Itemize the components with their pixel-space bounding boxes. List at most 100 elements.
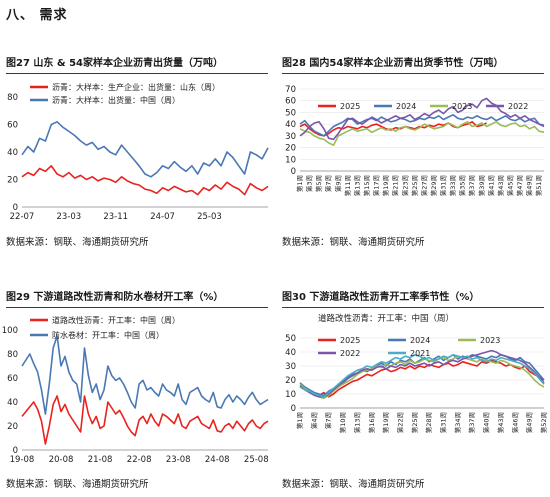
series-line bbox=[299, 349, 545, 398]
x-tick-label: 第10周 bbox=[338, 412, 347, 433]
x-tick-label: 第37周 bbox=[467, 412, 476, 433]
x-tick-label: 第37周 bbox=[467, 175, 476, 196]
y-tick-label: 20 bbox=[285, 376, 296, 386]
y-tick-label: 80 bbox=[7, 350, 18, 360]
x-tick-label: 23-08 bbox=[166, 455, 191, 465]
x-tick-label: 第3周 bbox=[305, 175, 314, 192]
series-line bbox=[299, 114, 545, 137]
x-tick-label: 第19周 bbox=[381, 412, 390, 433]
x-tick-label: 第15周 bbox=[362, 175, 371, 196]
figure-source: 数据来源：钢联、海通期货研究所 bbox=[6, 479, 149, 490]
x-tick-label: 第13周 bbox=[352, 175, 361, 196]
series-line bbox=[21, 335, 269, 415]
x-tick-label: 25-03 bbox=[197, 212, 222, 222]
x-tick-label: 第41周 bbox=[486, 175, 495, 196]
figure-source: 数据来源：钢联、海通期货研究所 bbox=[6, 237, 149, 248]
y-tick-label: 20 bbox=[7, 176, 18, 186]
y-tick-label: 30 bbox=[285, 362, 296, 372]
y-tick-label: 50 bbox=[285, 108, 296, 118]
x-tick-label: 第47周 bbox=[515, 175, 524, 196]
x-tick-label: 22-08 bbox=[127, 455, 152, 465]
series-line bbox=[299, 354, 545, 398]
x-tick-label: 第17周 bbox=[372, 175, 381, 196]
legend-label: 2022 bbox=[340, 349, 360, 358]
x-tick-label: 第49周 bbox=[525, 175, 534, 196]
figure-title: 图28 国内54家样本企业沥青出货季节性（万吨） bbox=[282, 55, 544, 74]
x-tick-label: 22-07 bbox=[10, 212, 35, 222]
x-tick-label: 第1周 bbox=[295, 175, 304, 192]
legend-label: 2022 bbox=[508, 102, 528, 111]
y-tick-label: 0 bbox=[13, 203, 18, 213]
x-tick-label: 第35周 bbox=[458, 175, 467, 196]
chart-fig27: 0 20 40 60 80 22-07 23-03 23-11 24-07 25-03 沥青：大样本… bbox=[7, 82, 269, 222]
legend-label: 防水卷材：开工率：中国（周） bbox=[52, 330, 164, 340]
section-title: 八、 需求 bbox=[6, 8, 68, 23]
y-tick-label: 0 bbox=[291, 167, 296, 177]
x-tick-label: 第46周 bbox=[510, 412, 519, 433]
x-tick-label: 第51周 bbox=[534, 175, 543, 196]
y-tick-label: 60 bbox=[7, 374, 18, 384]
figure-title: 图30 下游道路改性沥青开工率季节性（%） bbox=[282, 289, 544, 308]
x-tick-label: 第28周 bbox=[424, 412, 433, 433]
x-tick-label: 第34周 bbox=[453, 412, 462, 433]
x-tick-label: 第49周 bbox=[525, 412, 534, 433]
chart-fig29: 0 20 40 60 80 100 19-08 20-08 21-08 22-08 23-08 24-… bbox=[2, 315, 269, 465]
series-line bbox=[299, 97, 545, 141]
x-tick-label: 第39周 bbox=[477, 175, 486, 196]
y-tick-label: 20 bbox=[285, 144, 296, 154]
x-tick-label: 第43周 bbox=[496, 175, 505, 196]
x-tick-label: 第23周 bbox=[400, 175, 409, 196]
x-tick-label: 第31周 bbox=[439, 175, 448, 196]
legend-label: 2025 bbox=[340, 336, 360, 345]
x-tick-label: 第4周 bbox=[309, 412, 318, 429]
series-line bbox=[21, 121, 269, 178]
x-tick-label: 第7周 bbox=[324, 412, 333, 429]
legend-label: 2024 bbox=[396, 102, 416, 111]
x-tick-label: 25-08 bbox=[244, 455, 269, 465]
x-tick-label: 第11周 bbox=[343, 175, 352, 196]
legend-label: 2023 bbox=[452, 102, 472, 111]
legend-label: 沥青：大样本：生产企业：出货量：山东（周） bbox=[52, 82, 220, 92]
x-tick-label: 24-07 bbox=[150, 212, 175, 222]
series-line bbox=[299, 355, 545, 399]
x-tick-label: 第5周 bbox=[314, 175, 323, 192]
y-tick-label: 30 bbox=[285, 132, 296, 142]
legend-label: 沥青：大样本：出货量：中国（周） bbox=[52, 95, 180, 105]
x-tick-label: 20-08 bbox=[49, 455, 74, 465]
x-tick-label: 24-08 bbox=[205, 455, 230, 465]
x-tick-label: 19-08 bbox=[10, 455, 35, 465]
x-tick-label: 第27周 bbox=[419, 175, 428, 196]
y-tick-label: 60 bbox=[7, 121, 18, 131]
x-tick-label: 第25周 bbox=[410, 175, 419, 196]
legend-label: 2021 bbox=[410, 349, 430, 358]
y-tick-label: 50 bbox=[285, 334, 296, 344]
x-tick-label: 第52周 bbox=[539, 412, 548, 433]
x-tick-label: 第29周 bbox=[429, 175, 438, 196]
y-tick-label: 70 bbox=[285, 85, 296, 95]
x-tick-label: 23-03 bbox=[57, 212, 82, 222]
figure-source: 数据来源：钢联、海通期货研究所 bbox=[282, 237, 425, 248]
legend-label: 2024 bbox=[410, 336, 430, 345]
x-tick-label: 第7周 bbox=[324, 175, 333, 192]
x-tick-label: 第45周 bbox=[506, 175, 515, 196]
y-tick-label: 20 bbox=[7, 422, 18, 432]
figure-title: 图29 下游道路改性沥青和防水卷材开工率（%） bbox=[6, 289, 268, 308]
x-tick-label: 第43周 bbox=[496, 412, 505, 433]
y-tick-label: 60 bbox=[285, 97, 296, 107]
figure-title: 图27 山东 & 54家样本企业沥青出货量（万吨） bbox=[6, 55, 268, 74]
x-tick-label: 第16周 bbox=[367, 412, 376, 433]
x-tick-label: 第19周 bbox=[381, 175, 390, 196]
x-tick-label: 第31周 bbox=[439, 412, 448, 433]
y-tick-label: 40 bbox=[7, 148, 18, 158]
legend-label: 2025 bbox=[340, 102, 360, 111]
chart-fig30: 0 10 20 30 40 50 第1周 第4周 第7周 第10周 第13周 第16周 第19周 第22周… bbox=[285, 313, 548, 433]
x-tick-label: 第22周 bbox=[395, 412, 404, 433]
x-tick-label: 21-08 bbox=[88, 455, 113, 465]
x-tick-label: 第21周 bbox=[391, 175, 400, 196]
series-line bbox=[299, 359, 545, 398]
y-tick-label: 10 bbox=[285, 390, 296, 400]
series-line bbox=[21, 395, 269, 445]
legend-label: 道路改性沥青：开工率：中国（周） bbox=[52, 315, 180, 325]
y-tick-label: 0 bbox=[291, 404, 296, 414]
